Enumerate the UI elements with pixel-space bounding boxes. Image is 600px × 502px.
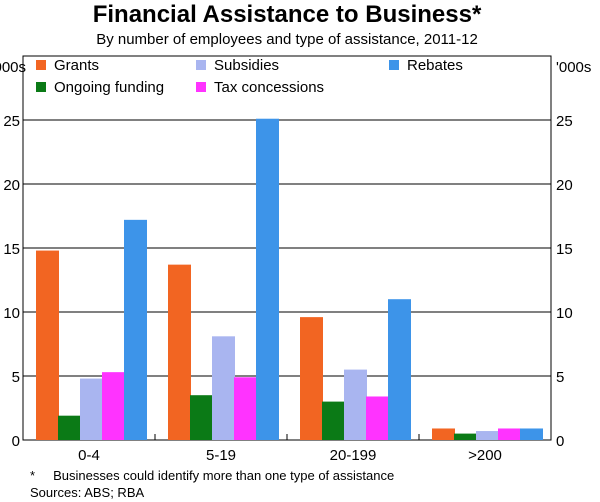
x-category-label: 5-19 [206, 447, 236, 464]
y-tick-label-right: 15 [556, 241, 573, 258]
legend-label: Tax concessions [214, 79, 324, 96]
legend-label: Rebates [407, 57, 463, 74]
bar-ongoing-funding [58, 415, 81, 440]
legend-label: Subsidies [214, 57, 279, 74]
y-axis-unit-left: '000s [0, 59, 26, 76]
footnote: * Businesses could identify more than on… [30, 468, 394, 483]
sources-note: Sources: ABS; RBA [30, 485, 144, 500]
legend-swatch [36, 82, 46, 92]
y-tick-label-left: 5 [12, 369, 20, 386]
legend: Grants Subsidies Rebates Ongoing funding Tax… [36, 57, 463, 96]
y-axis-unit-right: '000s [556, 59, 591, 76]
x-category-label: 0-4 [78, 447, 100, 464]
y-tick-label-left: 20 [3, 177, 20, 194]
y-tick-label-right: 20 [556, 177, 573, 194]
legend-swatch [196, 82, 206, 92]
bar-subsidies [344, 369, 367, 440]
bar-tax-concessions [234, 377, 257, 440]
x-category-label: 20-199 [330, 447, 377, 464]
y-tick-label-right: 0 [556, 433, 564, 450]
legend-label: Ongoing funding [54, 79, 164, 96]
legend-swatch [36, 60, 46, 70]
bars-group [36, 118, 543, 440]
axes-group: 0 0 5 5 10 10 15 15 20 20 25 25 0-4 5-19 20-199 >200 [3, 113, 572, 464]
bar-grants [300, 317, 323, 440]
bar-rebates [124, 219, 147, 440]
x-category-label: >200 [468, 447, 502, 464]
chart-title: Financial Assistance to Business* [93, 1, 482, 28]
bar-tax-concessions [366, 396, 389, 440]
bar-rebates [256, 118, 279, 440]
y-tick-label-right: 5 [556, 369, 564, 386]
y-tick-label-left: 25 [3, 113, 20, 130]
legend-label: Grants [54, 57, 99, 74]
y-tick-label-right: 10 [556, 305, 573, 322]
bar-ongoing-funding [322, 401, 345, 440]
bar-rebates [520, 428, 543, 440]
y-tick-label-left: 15 [3, 241, 20, 258]
bar-grants [432, 428, 455, 440]
bar-subsidies [212, 336, 235, 440]
bar-rebates [388, 299, 411, 440]
bar-ongoing-funding [190, 395, 213, 440]
bar-grants [168, 264, 191, 440]
y-tick-label-left: 0 [12, 433, 20, 450]
bar-ongoing-funding [454, 433, 477, 440]
bar-tax-concessions [498, 428, 521, 440]
y-tick-label-left: 10 [3, 305, 20, 322]
bar-subsidies [80, 378, 103, 440]
bar-grants [36, 250, 59, 440]
bar-subsidies [476, 431, 499, 440]
chart-subtitle: By number of employees and type of assis… [96, 31, 478, 48]
legend-swatch [196, 60, 206, 70]
y-tick-label-right: 25 [556, 113, 573, 130]
bar-tax-concessions [102, 372, 125, 440]
legend-swatch [389, 60, 399, 70]
gridlines [23, 119, 551, 377]
